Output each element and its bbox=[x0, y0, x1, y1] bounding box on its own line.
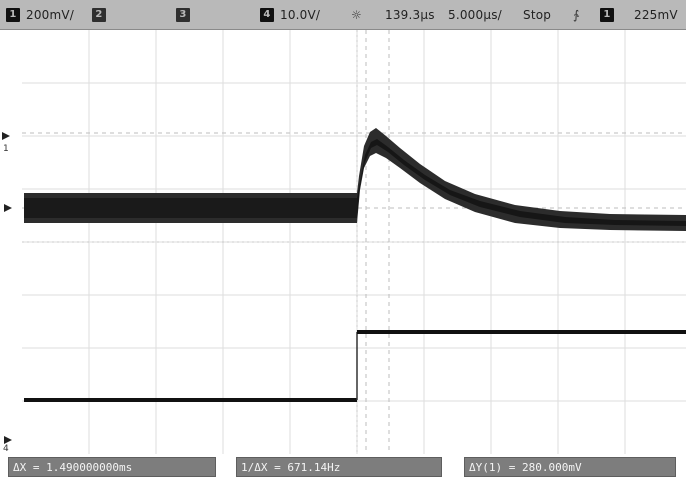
ch3-badge[interactable]: 3 bbox=[176, 8, 190, 22]
ch4-scale-group[interactable]: 4 10.0V/ bbox=[260, 0, 320, 30]
ch1-badge[interactable]: 1 bbox=[6, 8, 20, 22]
trigger-group[interactable]: 1 225mV bbox=[600, 0, 678, 30]
channel-markers bbox=[2, 132, 12, 444]
ch4-ref-label: 4 bbox=[3, 444, 9, 454]
ch4-trace bbox=[24, 330, 686, 402]
run-state-group[interactable]: Stop bbox=[523, 0, 551, 30]
ch3-group[interactable]: 3 bbox=[176, 0, 190, 30]
timebase-value: 5.000µs/ bbox=[448, 8, 502, 22]
ch4-badge[interactable]: 4 bbox=[260, 8, 274, 22]
ch4-scale: 10.0V/ bbox=[280, 8, 321, 22]
timebase-group[interactable]: 5.000µs/ bbox=[448, 0, 502, 30]
ch1-scale: 200mV/ bbox=[26, 8, 75, 22]
delay-value: 139.3µs bbox=[385, 8, 435, 22]
cursors bbox=[22, 30, 686, 454]
sun-icon: ☼ bbox=[351, 8, 362, 22]
delta-x-readout[interactable]: ΔX = 1.490000000ms bbox=[8, 457, 216, 477]
trigger-edge-icon: ∱ bbox=[573, 8, 580, 22]
delay-value-group[interactable]: 139.3µs bbox=[385, 0, 435, 30]
ch1-ref-label: 1 bbox=[3, 144, 9, 154]
delay-group[interactable]: ☼ bbox=[351, 0, 362, 30]
ch1-scale-group[interactable]: 1 200mV/ bbox=[6, 0, 74, 30]
measurement-bar: ΔX = 1.490000000ms 1/ΔX = 671.14Hz ΔY(1)… bbox=[0, 454, 686, 480]
status-bar: 1 200mV/ 2 3 4 10.0V/ ☼ 139.3µs 5.000µs/… bbox=[0, 0, 686, 30]
delta-y-readout[interactable]: ΔY(1) = 280.000mV bbox=[464, 457, 676, 477]
trigger-source-badge[interactable]: 1 bbox=[600, 8, 614, 22]
trigger-level-marker bbox=[2, 132, 10, 140]
ch1-ground-marker bbox=[4, 204, 12, 212]
trigger-level: 225mV bbox=[634, 8, 678, 22]
run-state: Stop bbox=[523, 8, 552, 22]
ch1-trace bbox=[24, 128, 686, 231]
trigger-slope-group[interactable]: ∱ bbox=[573, 0, 579, 30]
ch2-badge[interactable]: 2 bbox=[92, 8, 106, 22]
inverse-delta-x-readout[interactable]: 1/ΔX = 671.14Hz bbox=[236, 457, 442, 477]
center-axes bbox=[22, 30, 686, 454]
ch4-ground-marker bbox=[4, 436, 12, 444]
ch2-group[interactable]: 2 bbox=[92, 0, 106, 30]
